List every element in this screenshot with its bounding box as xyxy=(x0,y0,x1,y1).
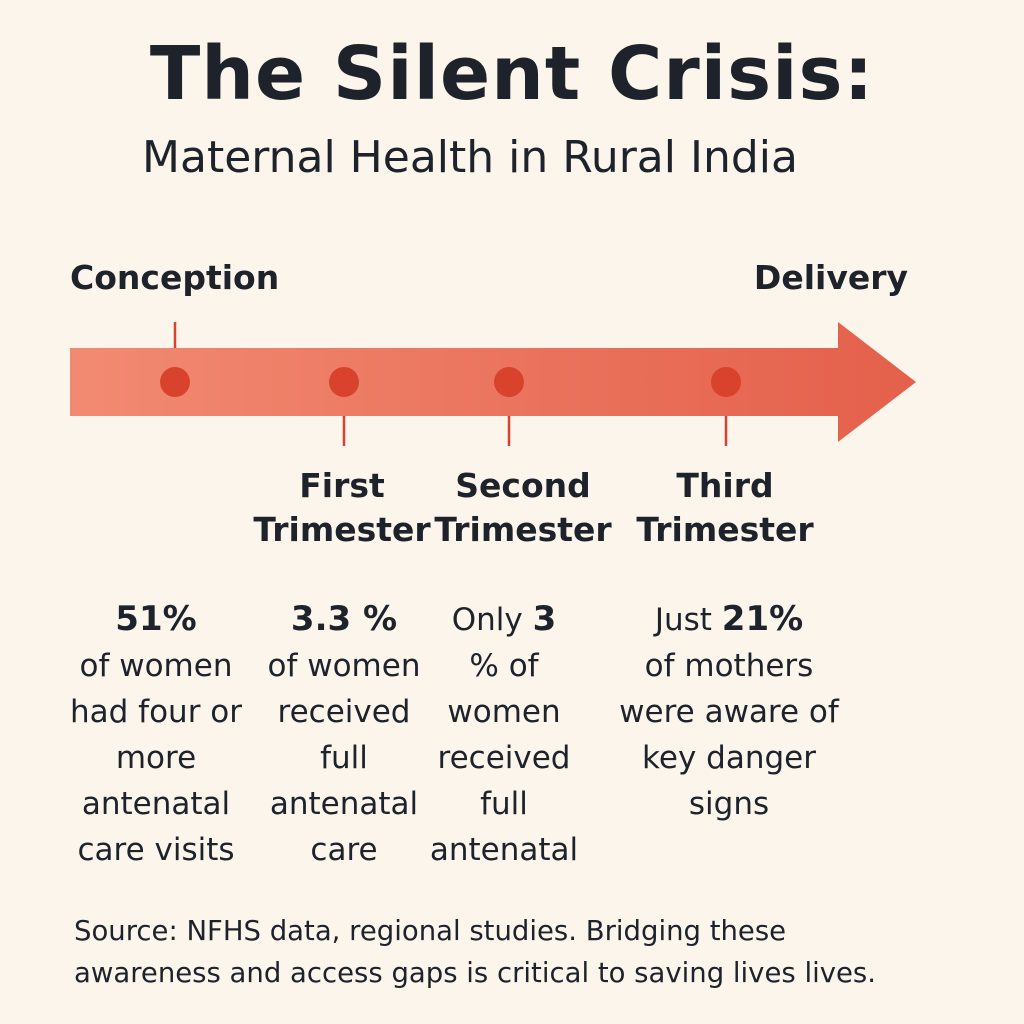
dot-first-trimester xyxy=(329,367,359,397)
page-title: The Silent Crisis: xyxy=(149,31,875,117)
stat-text: of women had four or more antenatal care… xyxy=(69,648,242,868)
dot-third-trimester xyxy=(711,367,741,397)
timeline-arrow xyxy=(70,322,916,446)
stat-text: of women received full antenatal care xyxy=(267,648,421,868)
timeline-start-label: Conception xyxy=(70,258,280,297)
stat-full-care-first: 3.3 % of women received full antenatal c… xyxy=(254,596,434,873)
page-subtitle: Maternal Health in Rural India xyxy=(142,132,798,183)
stat-danger-signs: Just 21% of mothers were aware of key da… xyxy=(616,596,842,827)
stage-third-trimester: Third Trimester xyxy=(630,464,820,552)
stage-line1: Second xyxy=(455,466,591,505)
stat-four-visits: 51% of women had four or more antenatal … xyxy=(66,596,246,873)
timeline-end-label: Delivery xyxy=(753,258,908,297)
stat-value: 3 xyxy=(532,599,557,639)
stage-first-trimester: First Trimester xyxy=(247,464,437,552)
stage-second-trimester: Second Trimester xyxy=(428,464,618,552)
source-note: Source: NFHS data, regional studies. Bri… xyxy=(74,915,876,989)
stage-line2: Trimester xyxy=(434,510,612,549)
stage-line2: Trimester xyxy=(253,510,431,549)
stage-line1: Third xyxy=(676,466,774,505)
stat-value: 21% xyxy=(721,599,804,639)
stat-value: 51% xyxy=(115,599,197,639)
stat-prefix: Only xyxy=(451,602,533,638)
arrow-body xyxy=(70,322,916,442)
dot-conception xyxy=(160,367,190,397)
stat-full-care-second: Only 3 % of women received full antenata… xyxy=(414,596,594,873)
stat-value: 3.3 % xyxy=(290,599,398,639)
stat-text: of mothers were aware of key danger sign… xyxy=(619,648,839,822)
stage-line1: First xyxy=(299,466,385,505)
stat-text: % of women received full antenatal xyxy=(429,648,579,868)
stage-line2: Trimester xyxy=(636,510,814,549)
stat-prefix: Just xyxy=(654,602,722,638)
dot-second-trimester xyxy=(494,367,524,397)
